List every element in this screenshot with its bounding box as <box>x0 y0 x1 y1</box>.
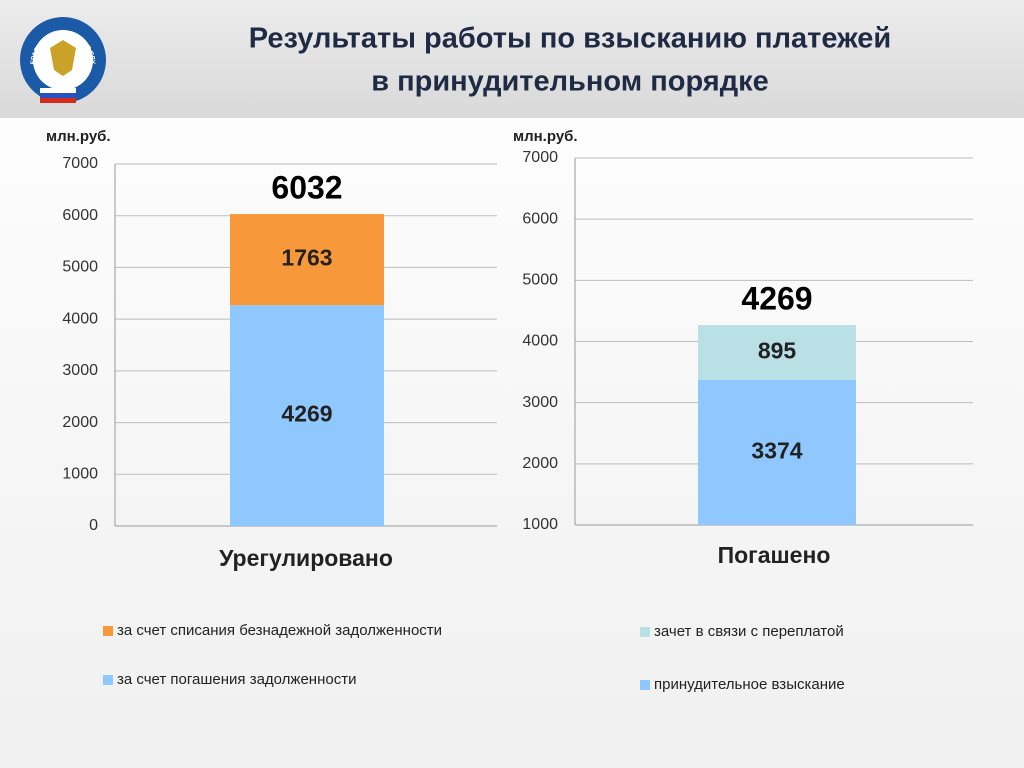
segment-label: 895 <box>758 337 797 363</box>
flag <box>40 88 76 93</box>
y-tick-label: 3000 <box>62 362 98 379</box>
bar-segment <box>698 379 856 525</box>
total-label: 6032 <box>271 170 342 206</box>
y-tick-label: 7000 <box>522 149 558 166</box>
bar-segment <box>230 214 384 306</box>
segment-label: 4269 <box>281 401 332 427</box>
y-tick-label: 1000 <box>62 466 98 483</box>
legend-label: за счет погашения задолженности <box>117 671 356 688</box>
legend-label: за счет списания безнадежной задолженнос… <box>117 622 442 639</box>
unit-label: млн.руб. <box>513 128 578 145</box>
y-tick-label: 0 <box>89 517 98 534</box>
title: в принудительном порядке <box>371 66 769 98</box>
y-tick-label: 5000 <box>522 272 558 289</box>
unit-label: млн.руб. <box>46 128 111 145</box>
y-tick-label: 6000 <box>62 207 98 224</box>
y-tick-label: 2000 <box>62 414 98 431</box>
flag <box>40 93 76 98</box>
y-tick-label: 5000 <box>62 259 98 276</box>
y-tick-label: 3000 <box>522 394 558 411</box>
y-tick-label: 4000 <box>522 333 558 350</box>
legend-swatch <box>103 675 113 685</box>
header-band <box>0 0 1024 118</box>
y-tick-label: 6000 <box>522 210 558 227</box>
y-tick-label: 7000 <box>62 155 98 172</box>
segment-label: 1763 <box>281 245 332 271</box>
category-label: Урегулировано <box>219 545 393 571</box>
y-tick-label: 1000 <box>522 516 558 533</box>
logo-emblem <box>50 40 76 76</box>
title: Результаты работы по взысканию платежей <box>249 23 891 55</box>
legend-swatch <box>640 680 650 690</box>
y-tick-label: 2000 <box>522 455 558 472</box>
segment-label: 3374 <box>751 437 802 463</box>
bar-segment <box>698 325 856 380</box>
legend-swatch <box>103 626 113 636</box>
flag <box>40 98 76 103</box>
legend-swatch <box>640 627 650 637</box>
bar-segment <box>230 305 384 526</box>
total-label: 4269 <box>741 280 812 316</box>
legend-label: принудительное взыскание <box>654 676 845 693</box>
y-tick-label: 4000 <box>62 310 98 327</box>
legend-label: зачет в связи с переплатой <box>654 623 844 640</box>
category-label: Погашено <box>718 542 831 568</box>
